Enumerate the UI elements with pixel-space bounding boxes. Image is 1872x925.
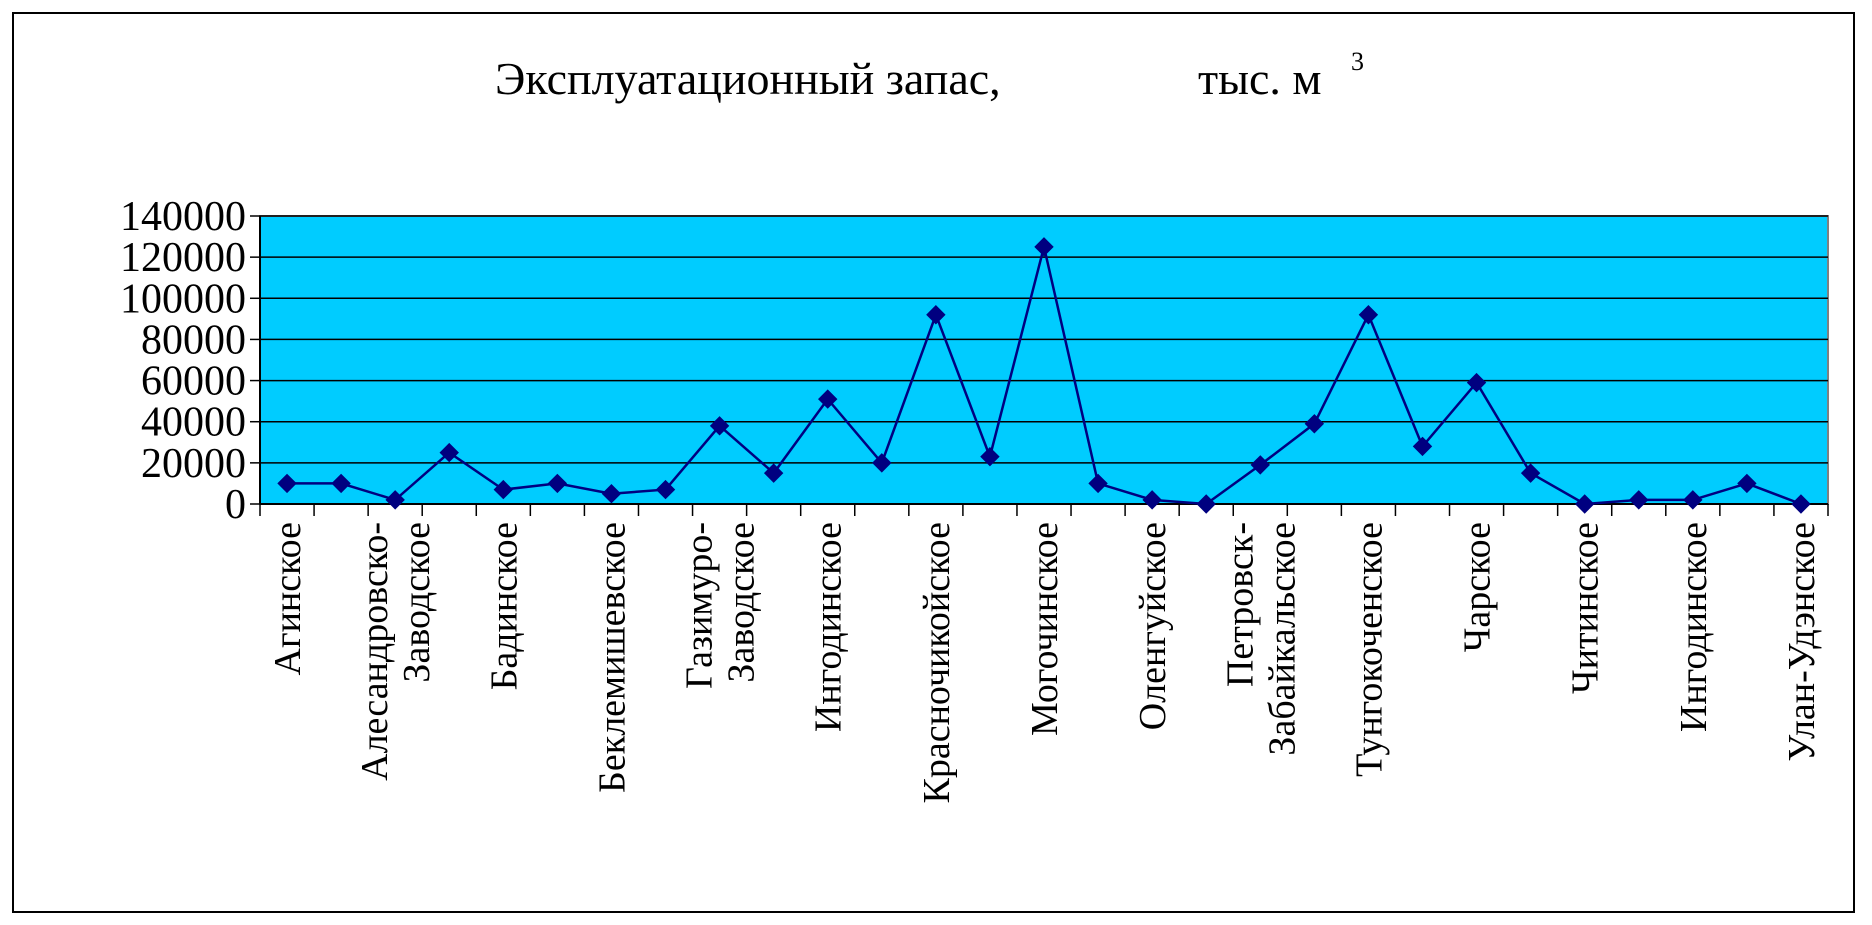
data-point-marker <box>493 479 514 500</box>
x-category-label: Забайкальское <box>1261 522 1303 756</box>
data-point-marker <box>655 479 676 500</box>
data-point-marker <box>439 442 459 463</box>
data-point-marker <box>1629 490 1649 510</box>
x-category-label: Заводское <box>396 522 438 683</box>
data-point-marker <box>331 473 351 494</box>
y-tick-label: 20000 <box>141 441 246 487</box>
x-category-label: Агинское <box>267 522 309 675</box>
data-point-marker <box>872 453 892 473</box>
x-category-label: Красночикойское <box>916 522 958 803</box>
data-point-marker <box>818 389 838 409</box>
data-point-marker <box>1304 414 1325 434</box>
x-category-label: Тунгокоченское <box>1348 522 1390 777</box>
data-point-marker <box>277 473 297 494</box>
x-category-label: Бадинское <box>483 522 525 690</box>
x-category-label: Беклемишевское <box>591 522 633 793</box>
data-point-marker <box>547 473 568 494</box>
data-point-marker <box>1737 473 1757 494</box>
data-point-marker <box>1250 455 1270 475</box>
y-tick-label: 120000 <box>120 235 246 281</box>
data-point-marker <box>980 446 1000 467</box>
data-point-marker <box>1683 490 1703 510</box>
y-tick-label: 80000 <box>141 317 246 363</box>
data-point-marker <box>1574 494 1595 514</box>
data-point-marker <box>1142 490 1162 510</box>
x-category-label: Чарское <box>1457 522 1499 652</box>
y-tick-label: 100000 <box>120 276 246 322</box>
data-point-marker <box>601 484 622 504</box>
x-category-label: Улан-Удэнское <box>1781 522 1823 762</box>
data-point-marker <box>1466 372 1487 393</box>
x-category-label: Ингодинское <box>808 522 850 732</box>
y-tick-label: 0 <box>225 482 246 528</box>
x-category-label: Могочинское <box>1024 522 1066 736</box>
data-point-marker <box>763 463 784 483</box>
data-point-marker <box>709 416 730 436</box>
x-category-label: Читинское <box>1565 522 1607 694</box>
x-category-label: Газимуро- <box>679 522 721 689</box>
data-point-marker <box>926 305 946 325</box>
data-point-marker <box>1196 494 1216 514</box>
x-category-label: Петровск- <box>1219 522 1261 687</box>
chart-title-text: Эксплуатационный запас, <box>495 53 1001 104</box>
y-tick-label: 140000 <box>120 194 246 240</box>
data-point-marker <box>1520 463 1541 483</box>
data-point-marker <box>385 490 405 510</box>
plot-background <box>259 215 1829 505</box>
x-category-label: Заводское <box>721 522 763 683</box>
data-point-marker <box>1358 305 1379 325</box>
data-point-marker <box>1412 436 1433 457</box>
x-category-label: Алесандровско- <box>354 522 396 781</box>
data-point-marker <box>1791 494 1811 514</box>
x-category-label: Ингодинское <box>1673 522 1715 732</box>
chart-title-unit-superscript: 3 <box>1351 47 1364 76</box>
data-point-marker <box>1034 237 1054 257</box>
chart-title-unit: тыс. м <box>1198 53 1322 104</box>
chart-title: Эксплуатационный запас, тыс. м 3 <box>495 47 1364 104</box>
x-category-label: Оленгуйское <box>1132 522 1174 730</box>
data-point-marker <box>1088 473 1108 494</box>
y-tick-label: 60000 <box>141 359 246 405</box>
y-tick-label: 40000 <box>141 400 246 446</box>
